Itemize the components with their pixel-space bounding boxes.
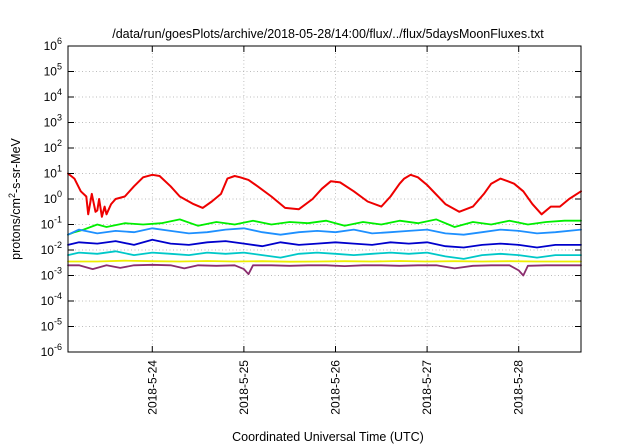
y-tick-label: 106 bbox=[44, 36, 62, 53]
series-line-6 bbox=[67, 259, 582, 263]
y-axis-label-prefix: protons/cm bbox=[9, 198, 23, 260]
y-tick-label: 104 bbox=[44, 87, 62, 104]
y-tick-exponent: 3 bbox=[57, 113, 62, 123]
series-line-3 bbox=[67, 227, 582, 236]
y-tick-exponent: -5 bbox=[54, 317, 62, 327]
y-tick-exponent: -2 bbox=[54, 240, 62, 250]
y-tick-exponent: -4 bbox=[54, 291, 62, 301]
series-group bbox=[67, 172, 582, 277]
grid bbox=[68, 46, 581, 352]
series-line-7 bbox=[67, 263, 582, 277]
y-tick-label: 102 bbox=[44, 138, 62, 155]
series-line-2 bbox=[67, 218, 582, 236]
y-tick-exponent: -1 bbox=[54, 215, 62, 225]
y-tick-label: 101 bbox=[44, 164, 62, 181]
series-line-5 bbox=[67, 250, 582, 260]
y-tick-label: 10-4 bbox=[41, 291, 62, 308]
y-tick-base: 10 bbox=[41, 294, 55, 308]
y-axis-label: protons/cm2-s-sr-MeV bbox=[7, 137, 23, 259]
y-tick-exponent: -6 bbox=[54, 342, 62, 352]
y-tick-base: 10 bbox=[44, 65, 58, 79]
y-tick-label: 103 bbox=[44, 113, 62, 130]
y-axis-label-suffix: -s-sr-MeV bbox=[9, 137, 23, 193]
y-axis-label-sup: 2 bbox=[7, 193, 17, 198]
x-axis-label: Coordinated Universal Time (UTC) bbox=[232, 430, 424, 444]
y-tick-label: 10-6 bbox=[41, 342, 62, 359]
y-tick-exponent: 1 bbox=[57, 164, 62, 174]
y-tick-base: 10 bbox=[44, 39, 58, 53]
y-tick-label: 100 bbox=[44, 189, 62, 206]
x-tick-label: 2018-5-24 bbox=[145, 360, 159, 415]
y-tick-exponent: 6 bbox=[57, 36, 62, 46]
series-line-4 bbox=[67, 238, 582, 249]
y-tick-base: 10 bbox=[44, 116, 58, 130]
y-axis: 10-610-510-410-310-210-11001011021031041… bbox=[41, 36, 581, 359]
y-tick-label: 10-1 bbox=[41, 215, 62, 232]
y-tick-exponent: 2 bbox=[57, 138, 62, 148]
y-tick-label: 105 bbox=[44, 62, 62, 79]
y-tick-base: 10 bbox=[41, 269, 55, 283]
y-tick-label: 10-2 bbox=[41, 240, 62, 257]
y-tick-base: 10 bbox=[41, 345, 55, 359]
chart-title: /data/run/goesPlots/archive/2018-05-28/1… bbox=[112, 27, 544, 41]
x-axis: 2018-5-24 2018-5-25 2018-5-26 2018-5-27 2018… bbox=[145, 46, 526, 415]
x-tick-label: 2018-5-27 bbox=[420, 360, 434, 415]
y-tick-exponent: 5 bbox=[57, 62, 62, 72]
x-tick-label: 2018-5-28 bbox=[512, 360, 526, 415]
y-tick-base: 10 bbox=[41, 320, 55, 334]
series-line-1 bbox=[67, 172, 582, 218]
y-tick-label: 10-3 bbox=[41, 266, 62, 283]
x-tick-label: 2018-5-25 bbox=[237, 360, 251, 415]
y-tick-exponent: 0 bbox=[57, 189, 62, 199]
y-tick-base: 10 bbox=[41, 218, 55, 232]
y-tick-base: 10 bbox=[44, 90, 58, 104]
y-tick-base: 10 bbox=[44, 192, 58, 206]
y-tick-label: 10-5 bbox=[41, 317, 62, 334]
y-tick-base: 10 bbox=[44, 141, 58, 155]
x-tick-label: 2018-5-26 bbox=[328, 360, 342, 415]
y-tick-exponent: 4 bbox=[57, 87, 62, 97]
y-tick-base: 10 bbox=[41, 243, 55, 257]
y-tick-exponent: -3 bbox=[54, 266, 62, 276]
y-tick-base: 10 bbox=[44, 167, 58, 181]
